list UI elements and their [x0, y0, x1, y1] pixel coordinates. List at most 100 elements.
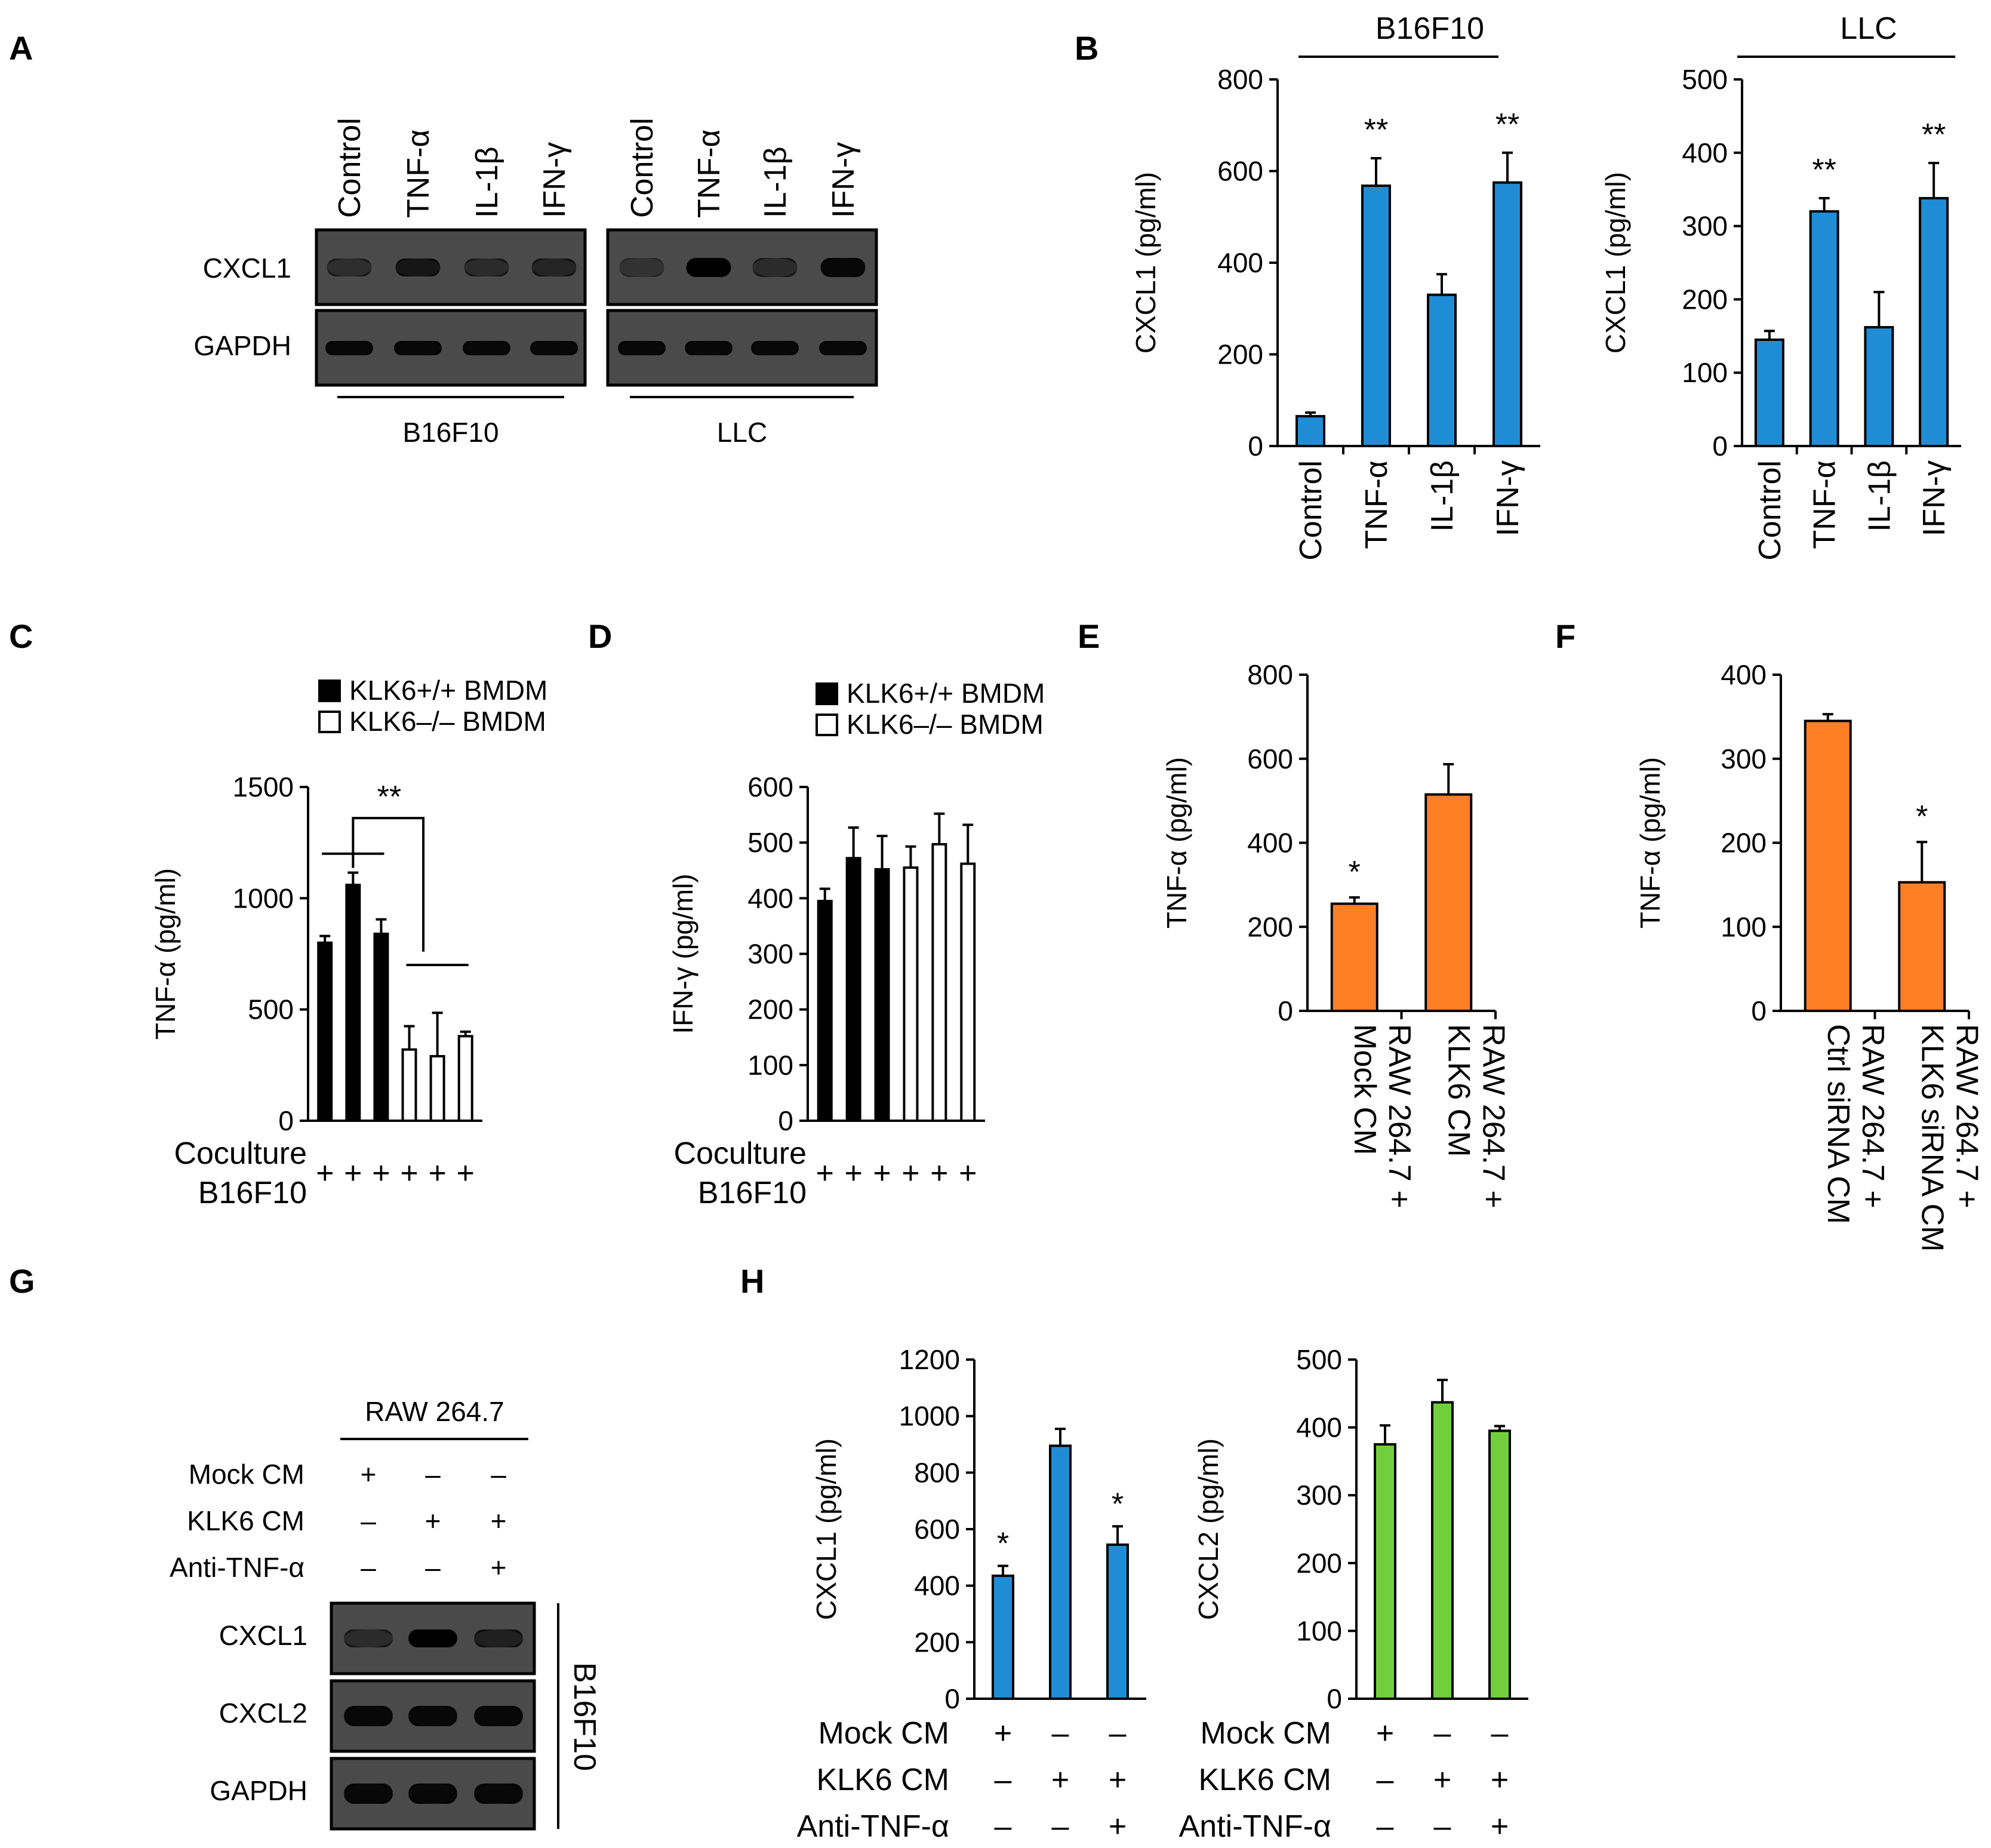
H1-y-tick-label-1: 200 — [914, 1626, 960, 1658]
F-category-0-line2: Ctrl siRNA CM — [1821, 1024, 1855, 1224]
H2-bar-1 — [1431, 1401, 1454, 1701]
gel-a-band-cxcl1-left-3 — [531, 259, 577, 276]
chart-h-cxcl2: 0 100 200 300 400 500 CXCL2 (pg/ml) Mock CM + – – K… — [1179, 1344, 1528, 1844]
B1-category-2: IL-1β — [1425, 460, 1460, 532]
gel-a-lane-label-left-0: Control — [333, 118, 367, 218]
E-y-tick-label-3: 600 — [1247, 743, 1293, 774]
panel-letter-a: A — [9, 29, 33, 67]
C-coculture-mark-3: + — [400, 1156, 418, 1191]
gel-g-header: RAW 264.7 — [365, 1396, 504, 1427]
H1-y-tick-label-6: 1200 — [899, 1344, 960, 1375]
panel-letter-b: B — [1075, 29, 1098, 67]
F-y-tick-label-0: 0 — [1751, 995, 1767, 1026]
chart-h-cxcl1: 0 200 400 600 800 1000 1200 CXCL1 (pg/ml) * * Mock… — [797, 1344, 1146, 1844]
D-y-tick-label-3: 300 — [747, 939, 793, 970]
F-bar-0 — [1804, 719, 1852, 1012]
H2-y-tick-label-1: 100 — [1296, 1615, 1342, 1646]
D-bar-4 — [931, 842, 947, 1122]
gel-g-condition-mark-0-2: – — [491, 1459, 506, 1490]
D-legend-label-1: KLK6–/– BMDM — [847, 709, 1044, 740]
E-category-1-line2: KLK6 CM — [1441, 1024, 1476, 1157]
D-legend-swatch-0 — [816, 682, 838, 705]
gel-a-band-gapdh-right-0 — [618, 341, 666, 355]
B2-y-tick-label-5: 500 — [1682, 64, 1728, 95]
H2-condition-mark-1-0: – — [1377, 1763, 1394, 1797]
panel-letter-c: C — [9, 617, 33, 655]
B1-significance-3: ** — [1495, 107, 1519, 142]
C-y-tick-label-2: 1000 — [233, 883, 294, 914]
B1-y-tick-label-4: 800 — [1217, 64, 1263, 95]
gel-g-row-label-cxcl2: CXCL2 — [219, 1698, 307, 1729]
gel-g-condition-mark-2-2: + — [491, 1552, 507, 1583]
H1-condition-mark-1-1: + — [1051, 1763, 1069, 1797]
gel-a-lane-label-right-2: IL-1β — [758, 146, 793, 218]
D-y-tick-label-4: 400 — [747, 883, 793, 914]
E-y-tick-label-1: 200 — [1247, 911, 1293, 942]
H1-y-tick-label-4: 800 — [914, 1457, 960, 1488]
gel-g-band-cxcl2-0 — [344, 1706, 393, 1726]
gel-g-condition-mark-2-1: – — [425, 1552, 441, 1583]
H2-bar-0 — [1374, 1443, 1396, 1700]
H1-y-tick-label-2: 400 — [914, 1570, 960, 1601]
gel-g-band-gapdh-2 — [474, 1784, 523, 1804]
C-row-label-1: B16F10 — [198, 1176, 307, 1210]
H2-condition-mark-2-0: – — [1377, 1809, 1394, 1844]
D-coculture-mark-2: + — [873, 1156, 891, 1191]
B2-y-tick-label-0: 0 — [1712, 431, 1728, 462]
gel-a-lane-label-left-3: IFN-γ — [537, 142, 572, 218]
B2-y-label: CXCL1 (pg/ml) — [1600, 172, 1631, 353]
H1-condition-mark-2-0: – — [995, 1809, 1012, 1844]
C-coculture-mark-0: + — [316, 1156, 334, 1191]
C-bar-2 — [373, 932, 389, 1122]
D-bar-0 — [817, 899, 833, 1123]
C-y-tick-label-1: 500 — [248, 994, 294, 1025]
D-coculture-mark-4: + — [930, 1156, 948, 1191]
H1-condition-mark-2-2: + — [1109, 1809, 1127, 1844]
B1-category-1: TNF-α — [1359, 460, 1394, 549]
D-legend-label-0: KLK6+/+ BMDM — [847, 678, 1045, 709]
D-bar-2 — [874, 868, 890, 1123]
gel-a-band-cxcl1-left-2 — [464, 259, 509, 276]
B2-category-3: IFN-γ — [1917, 460, 1952, 536]
B1-bar-1 — [1361, 185, 1391, 447]
D-coculture-mark-5: + — [959, 1156, 977, 1191]
gel-a-band-cxcl1-right-2 — [752, 258, 798, 277]
H1-significance-2: * — [1112, 1487, 1124, 1521]
D-row-label-0: Coculture — [673, 1136, 807, 1171]
gel-a-band-gapdh-left-1 — [394, 341, 442, 355]
F-y-tick-label-4: 400 — [1721, 659, 1767, 690]
H2-y-label: CXCL2 (pg/ml) — [1193, 1438, 1224, 1620]
F-y-tick-label-1: 100 — [1721, 911, 1767, 942]
H2-y-tick-label-0: 0 — [1327, 1683, 1342, 1714]
H2-condition-mark-2-1: – — [1434, 1809, 1451, 1844]
E-category-0-line2: Mock CM — [1347, 1024, 1382, 1155]
gel-g-row-label-cxcl1: CXCL1 — [219, 1620, 307, 1651]
B1-significance-1: ** — [1364, 113, 1388, 147]
D-coculture-mark-1: + — [844, 1156, 862, 1191]
H2-condition-mark-0-2: – — [1491, 1716, 1509, 1751]
B1-bar-2 — [1427, 293, 1457, 447]
B1-category-0: Control — [1294, 460, 1328, 561]
panel-g-gel: RAW 264.7 Mock CM + – – KLK6 CM – + + Anti-TNF-α… — [170, 1396, 602, 1831]
gel-a-band-cxcl1-left-1 — [395, 259, 441, 276]
gel-a-lane-label-right-3: IFN-γ — [826, 142, 861, 218]
gel-g-side-label: B16F10 — [567, 1662, 602, 1771]
gel-a-band-gapdh-right-3 — [819, 341, 867, 355]
C-y-label: TNF-α (pg/ml) — [150, 868, 181, 1040]
B1-y-label: CXCL1 (pg/ml) — [1130, 172, 1161, 353]
gel-g-condition-mark-2-0: – — [361, 1552, 376, 1583]
H1-condition-label-2: Anti-TNF-α — [797, 1809, 949, 1844]
gel-g-band-cxcl1-0 — [344, 1629, 393, 1647]
gel-a-band-gapdh-right-2 — [751, 341, 799, 355]
E-category-1-line1: RAW 264.7 + — [1476, 1024, 1510, 1209]
H1-condition-mark-1-2: + — [1109, 1763, 1127, 1797]
B1-bar-0 — [1295, 415, 1325, 447]
H2-condition-mark-2-2: + — [1491, 1809, 1509, 1844]
gel-a-band-gapdh-left-0 — [325, 341, 373, 355]
D-legend-swatch-1 — [816, 714, 838, 736]
B2-category-2: IL-1β — [1862, 460, 1897, 532]
C-coculture-mark-5: + — [457, 1156, 475, 1191]
C-coculture-mark-1: + — [344, 1156, 362, 1191]
B2-category-1: TNF-α — [1808, 460, 1842, 549]
